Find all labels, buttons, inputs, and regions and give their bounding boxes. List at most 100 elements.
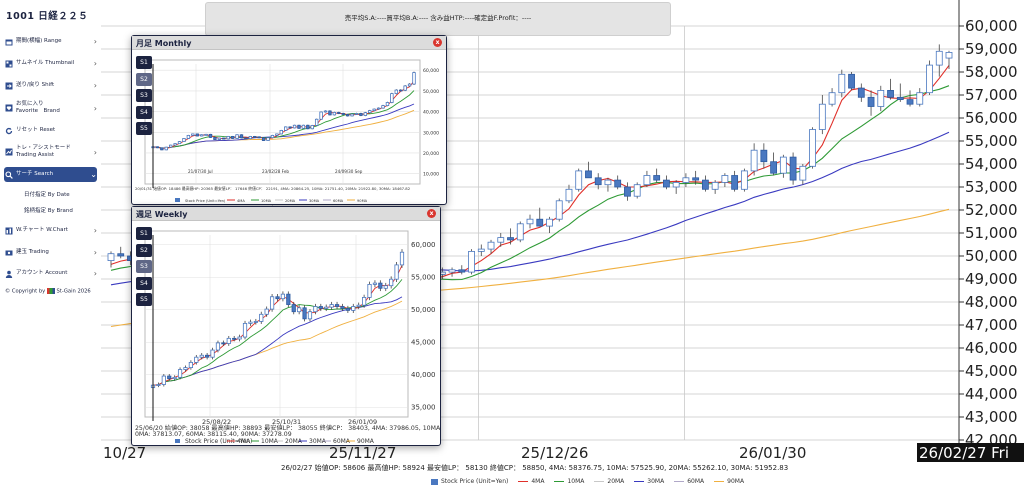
legend-item: Stock Price (Unit=Yen) bbox=[431, 478, 508, 485]
sidebar-item-trading-assist[interactable]: トレ・アシストモード Trading Assist › bbox=[4, 144, 97, 160]
legend-label: 60MA bbox=[333, 438, 351, 445]
candle bbox=[313, 306, 318, 313]
candle bbox=[280, 293, 286, 300]
search-icon bbox=[4, 170, 13, 179]
legend-item: 4MA bbox=[518, 478, 544, 485]
y-tick-label: 47,000 bbox=[965, 316, 1018, 334]
daily-candle bbox=[896, 96, 904, 101]
scale-button-s3[interactable]: S3 bbox=[136, 89, 152, 102]
y-tick-label: 40,000 bbox=[423, 110, 439, 116]
candle bbox=[297, 307, 302, 313]
daily-info-line: 26/02/27 始値OP: 58606 最高値HP: 58924 最安値LP：… bbox=[281, 463, 788, 472]
candle bbox=[279, 130, 283, 135]
chart-legend: Stock Price (Unit=Yen) 4MA 10MA 20MA 30MA 60M… bbox=[431, 478, 744, 485]
sidebar-item-account[interactable]: アカウント Account › bbox=[4, 269, 97, 278]
daily-candle bbox=[594, 177, 602, 186]
close-icon[interactable]: x bbox=[427, 209, 436, 218]
candle bbox=[199, 134, 204, 137]
weekly-chart[interactable]: 35,000 40,000 45,000 50,000 55,000 60,000 25/0… bbox=[132, 221, 440, 445]
legend-label: Stock Price (Unit=Yen) bbox=[441, 478, 509, 485]
scale-button-s4[interactable]: S4 bbox=[136, 105, 152, 119]
candle bbox=[288, 126, 292, 129]
candle bbox=[351, 306, 356, 311]
candle bbox=[359, 113, 363, 116]
copyright: © Copyright by St-Gain 2026 bbox=[5, 288, 97, 296]
ma30-line bbox=[152, 296, 403, 386]
candle bbox=[221, 342, 226, 345]
heart-icon bbox=[4, 104, 13, 113]
legend-swatch bbox=[594, 480, 605, 483]
candle bbox=[161, 375, 166, 385]
sidebar-item-trading[interactable]: 建玉 Trading › bbox=[4, 248, 97, 257]
legend-swatch bbox=[431, 478, 438, 485]
candle bbox=[269, 296, 275, 310]
chevron-right-icon: › bbox=[93, 269, 97, 278]
x-tick-label: 25/10/31 bbox=[272, 418, 301, 426]
daily-candle bbox=[838, 73, 846, 94]
candle bbox=[270, 134, 275, 139]
candle bbox=[183, 367, 188, 370]
subitem-by-brand[interactable]: 銘柄指定 By Brand bbox=[24, 208, 73, 214]
scale-button-s1[interactable]: S1 bbox=[136, 56, 152, 69]
legend-item: 30MA bbox=[634, 478, 664, 485]
daily-candle bbox=[487, 241, 495, 250]
legend-label: 90MA bbox=[357, 199, 368, 203]
sidebar-item-thumbnail[interactable]: サムネイル Thumbnail › bbox=[4, 59, 97, 68]
daily-candle bbox=[477, 248, 485, 252]
legend-label: 10MA bbox=[567, 478, 585, 485]
scale-button-s3[interactable]: S3 bbox=[136, 260, 152, 273]
daily-candle bbox=[721, 175, 729, 183]
sidebar-item-range[interactable]: 期間(横幅) Range › bbox=[4, 37, 97, 46]
candle bbox=[389, 278, 394, 287]
daily-candle bbox=[653, 175, 661, 181]
close-icon[interactable]: x bbox=[433, 38, 442, 47]
candle bbox=[275, 133, 279, 136]
brand-name: St-Gain bbox=[56, 288, 76, 295]
legend-swatch bbox=[175, 198, 180, 202]
candle bbox=[199, 354, 204, 358]
weekly-chart-popup[interactable]: 週足 Weekly x 35,000 40,000 45,000 50,000 55,00… bbox=[131, 206, 441, 446]
copyright-year: 2026 bbox=[77, 288, 91, 295]
y-tick-label: 55,000 bbox=[411, 273, 436, 281]
scale-button-s4[interactable]: S4 bbox=[136, 276, 152, 290]
candle bbox=[323, 110, 328, 113]
chevron-right-icon: › bbox=[93, 37, 97, 46]
scale-button-s2[interactable]: S2 bbox=[136, 243, 152, 257]
daily-candle bbox=[877, 90, 885, 107]
daily-candle bbox=[818, 103, 826, 130]
position-summary-panel: 売平均S.A:----買平均B.A:---- 含み益HTP:----確定益F.P… bbox=[205, 2, 671, 36]
legend-label: Stock Price (Unit=Yen) bbox=[185, 438, 252, 445]
chevron-right-icon: › bbox=[93, 226, 97, 235]
sidebar-item-wchart[interactable]: W.チャート W.Chart › bbox=[4, 226, 97, 235]
x-tick-label: 23/02/28 Feb bbox=[262, 169, 289, 174]
sidebar-item-shift[interactable]: 送り/戻り Shift › bbox=[4, 81, 97, 90]
sidebar-item-search[interactable]: サーチ Search ⌄ bbox=[4, 167, 97, 182]
daily-candle bbox=[682, 177, 690, 183]
daily-candle bbox=[857, 87, 865, 98]
scale-button-s2[interactable]: S2 bbox=[136, 72, 152, 86]
scale-button-s1[interactable]: S1 bbox=[136, 227, 152, 240]
legend-swatch bbox=[714, 480, 725, 483]
sidebar-item-favorite[interactable]: お気に入り Favorite Brand › bbox=[4, 100, 97, 116]
daily-candle bbox=[536, 218, 544, 227]
daily-candle bbox=[916, 92, 924, 105]
scale-button-s5[interactable]: S5 bbox=[136, 293, 152, 306]
candle bbox=[210, 349, 215, 358]
legend-label: 30MA bbox=[309, 199, 320, 203]
candle bbox=[217, 137, 222, 140]
legend-item: 60MA bbox=[674, 478, 704, 485]
legend-label: 10MA bbox=[261, 438, 279, 445]
candle bbox=[345, 308, 350, 311]
daily-candle bbox=[546, 218, 553, 227]
candle bbox=[160, 147, 164, 151]
scale-button-s5[interactable]: S5 bbox=[136, 122, 152, 135]
legend-label: 30MA bbox=[647, 478, 665, 485]
info-line-2: 0MA: 37813.07, 60MA: 38115.40, 90MA: 372… bbox=[135, 431, 292, 438]
monthly-chart[interactable]: 10,000 20,000 30,000 40,000 50,000 60,000 21/0… bbox=[132, 50, 446, 204]
candle bbox=[319, 111, 323, 120]
popup-title: 週足 Weekly x bbox=[132, 207, 440, 221]
monthly-chart-popup[interactable]: 月足 Monthly x 10,000 20,000 30,000 40,000 50,0… bbox=[131, 35, 447, 205]
y-tick-label: 45,000 bbox=[411, 338, 436, 346]
subitem-by-date[interactable]: 日付指定 By Date bbox=[24, 192, 70, 198]
sidebar-item-reset[interactable]: リセット Reset bbox=[4, 126, 97, 135]
